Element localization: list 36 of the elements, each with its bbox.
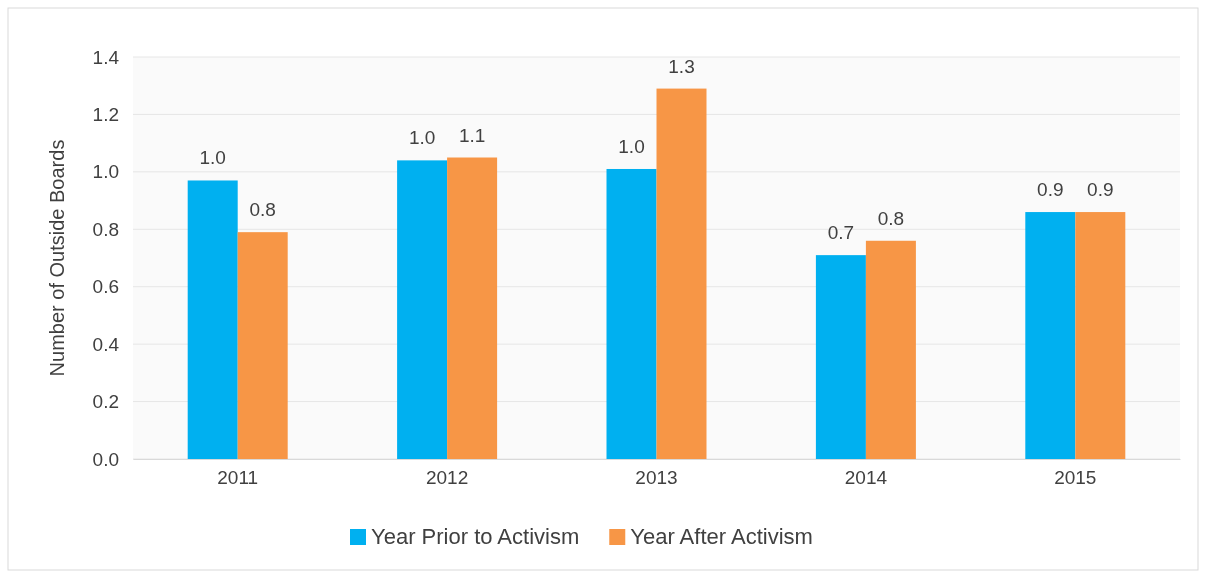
- y-tick-label: 0.8: [92, 218, 119, 240]
- y-tick-label: 0.0: [92, 448, 119, 470]
- x-tick-label: 2011: [217, 467, 259, 489]
- y-tick-label: 0.6: [92, 276, 119, 298]
- data-label: 0.9: [1087, 179, 1114, 201]
- bar: [397, 160, 448, 459]
- x-tick-label: 2015: [1054, 467, 1097, 489]
- bar: [447, 157, 498, 459]
- x-tick-label: 2014: [844, 467, 888, 489]
- y-tick-label: 0.4: [92, 333, 120, 355]
- legend-label: Year After Activism: [630, 524, 813, 549]
- data-label: 1.0: [618, 135, 645, 157]
- data-label: 1.0: [408, 127, 436, 149]
- bar: [656, 88, 707, 459]
- x-tick-label: 2013: [635, 467, 678, 489]
- y-tick-label: 0.2: [92, 391, 119, 413]
- y-tick-label: 1.0: [92, 161, 119, 183]
- data-label: 0.8: [249, 199, 276, 221]
- bar: [237, 232, 288, 459]
- bar: [1025, 212, 1076, 459]
- x-tick-label: 2012: [425, 467, 469, 489]
- data-label: 0.9: [1037, 179, 1064, 201]
- y-axis-title: Number of Outside Boards: [46, 139, 68, 377]
- data-label: 1.0: [199, 147, 226, 169]
- y-tick-label: 1.4: [92, 46, 120, 68]
- data-label: 0.8: [877, 207, 905, 229]
- bar: [865, 240, 916, 459]
- y-tick-label: 1.2: [92, 104, 119, 126]
- bar: [606, 168, 657, 459]
- data-label: 1.1: [458, 124, 486, 146]
- data-label: 1.3: [668, 55, 695, 77]
- bar: [1075, 212, 1126, 459]
- bar: [815, 255, 866, 459]
- data-label: 0.7: [827, 222, 855, 244]
- bar: [187, 180, 238, 459]
- legend-label: Year Prior to Activism: [371, 524, 580, 549]
